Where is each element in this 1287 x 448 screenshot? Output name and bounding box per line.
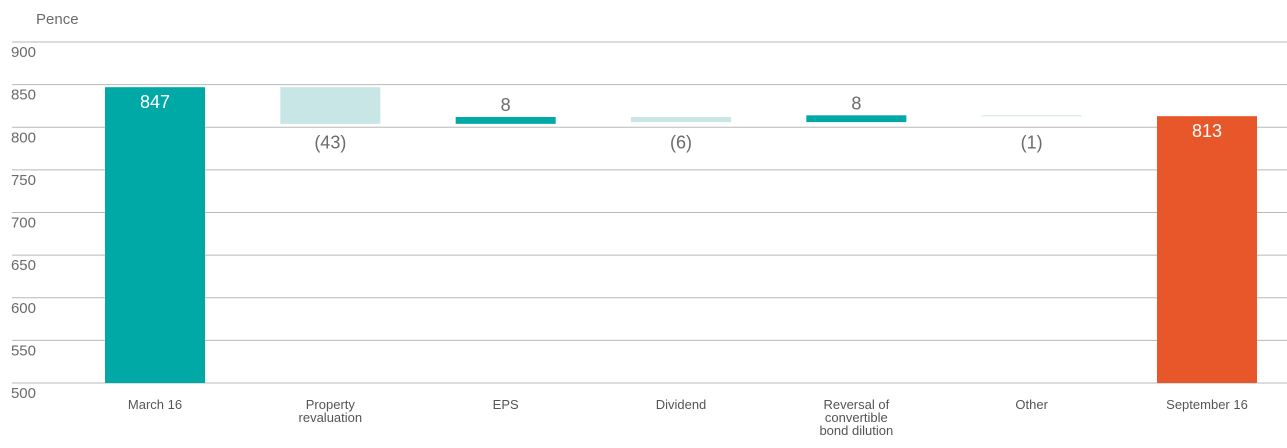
data-label: 813 bbox=[1192, 121, 1222, 141]
x-tick-label: Dividend bbox=[656, 397, 707, 412]
bar-march-16 bbox=[105, 87, 205, 384]
x-tick-label: Other bbox=[1015, 397, 1048, 412]
data-label: (43) bbox=[314, 132, 346, 152]
bar-dividend bbox=[631, 117, 731, 123]
y-axis-unit-label: Pence bbox=[36, 11, 79, 28]
y-tick-label: 600 bbox=[11, 300, 36, 317]
x-tick-label: Property revaluation bbox=[299, 397, 363, 425]
x-tick-label: March 16 bbox=[128, 397, 182, 412]
data-label: 8 bbox=[851, 93, 861, 113]
x-axis-labels: March 16 Property revaluation EPS Dividend Re… bbox=[128, 397, 1248, 438]
x-tick-label: Reversal of convertible bond dilution bbox=[819, 397, 893, 438]
y-tick-label: 700 bbox=[11, 215, 36, 232]
bar-september-16 bbox=[1157, 116, 1257, 383]
y-tick-label: 650 bbox=[11, 257, 36, 274]
y-tick-label: 500 bbox=[11, 385, 36, 402]
y-tick-label: 750 bbox=[11, 172, 36, 189]
y-tick-label: 900 bbox=[11, 44, 36, 61]
x-tick-label: September 16 bbox=[1166, 397, 1248, 412]
bars bbox=[105, 87, 1257, 384]
data-labels: 847 (43) 8 (6) 8 (1) 813 bbox=[140, 92, 1222, 152]
y-tick-label: 800 bbox=[11, 129, 36, 146]
data-label: 847 bbox=[140, 92, 170, 112]
bar-eps bbox=[455, 117, 556, 124]
data-label: 8 bbox=[501, 95, 511, 115]
x-tick-label: EPS bbox=[493, 397, 519, 412]
y-tick-label: 850 bbox=[11, 87, 36, 104]
bar-property-revaluation bbox=[280, 87, 381, 124]
bar-reversal-of-convertible-bond-dilution bbox=[806, 115, 907, 123]
data-label: (1) bbox=[1021, 132, 1043, 152]
data-label: (6) bbox=[670, 132, 692, 152]
y-axis-ticks: 900 850 800 750 700 650 600 550 500 bbox=[11, 44, 36, 402]
bar-other bbox=[981, 115, 1082, 117]
gridlines bbox=[12, 41, 1287, 384]
y-tick-label: 550 bbox=[11, 342, 36, 359]
